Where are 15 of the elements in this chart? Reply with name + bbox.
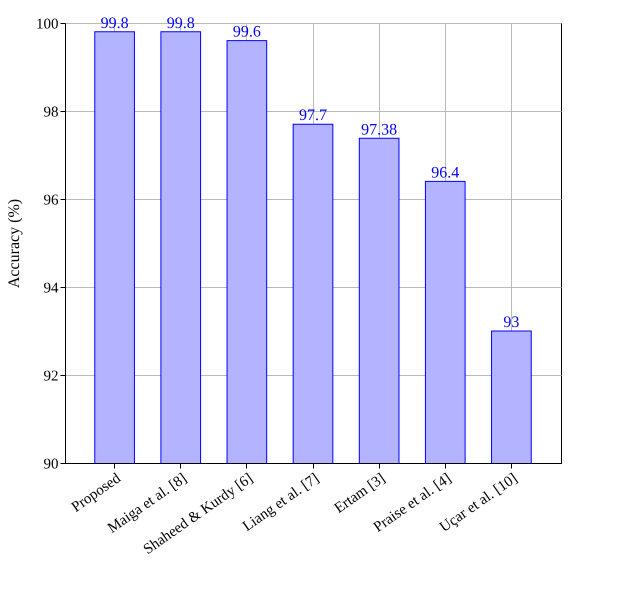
data-label: 93 xyxy=(503,314,520,331)
data-label: 96.4 xyxy=(431,164,460,182)
y-tick-label: 92 xyxy=(44,368,58,384)
y-tick-label: 100 xyxy=(36,16,58,32)
x-tick-label: Ertam [3] xyxy=(332,470,388,517)
data-label: 99.6 xyxy=(232,24,261,41)
y-tick-label: 96 xyxy=(44,192,59,208)
data-label: 99.8 xyxy=(100,14,129,32)
y-axis-title: Accuracy (%) xyxy=(6,198,23,288)
y-tick-label: 98 xyxy=(44,104,58,120)
data-label: 99.8 xyxy=(166,14,195,32)
data-label: 97.38 xyxy=(361,121,398,138)
data-label: 97.7 xyxy=(299,107,327,124)
y-tick-label: 94 xyxy=(44,280,59,296)
y-tick-label: 90 xyxy=(44,456,58,472)
